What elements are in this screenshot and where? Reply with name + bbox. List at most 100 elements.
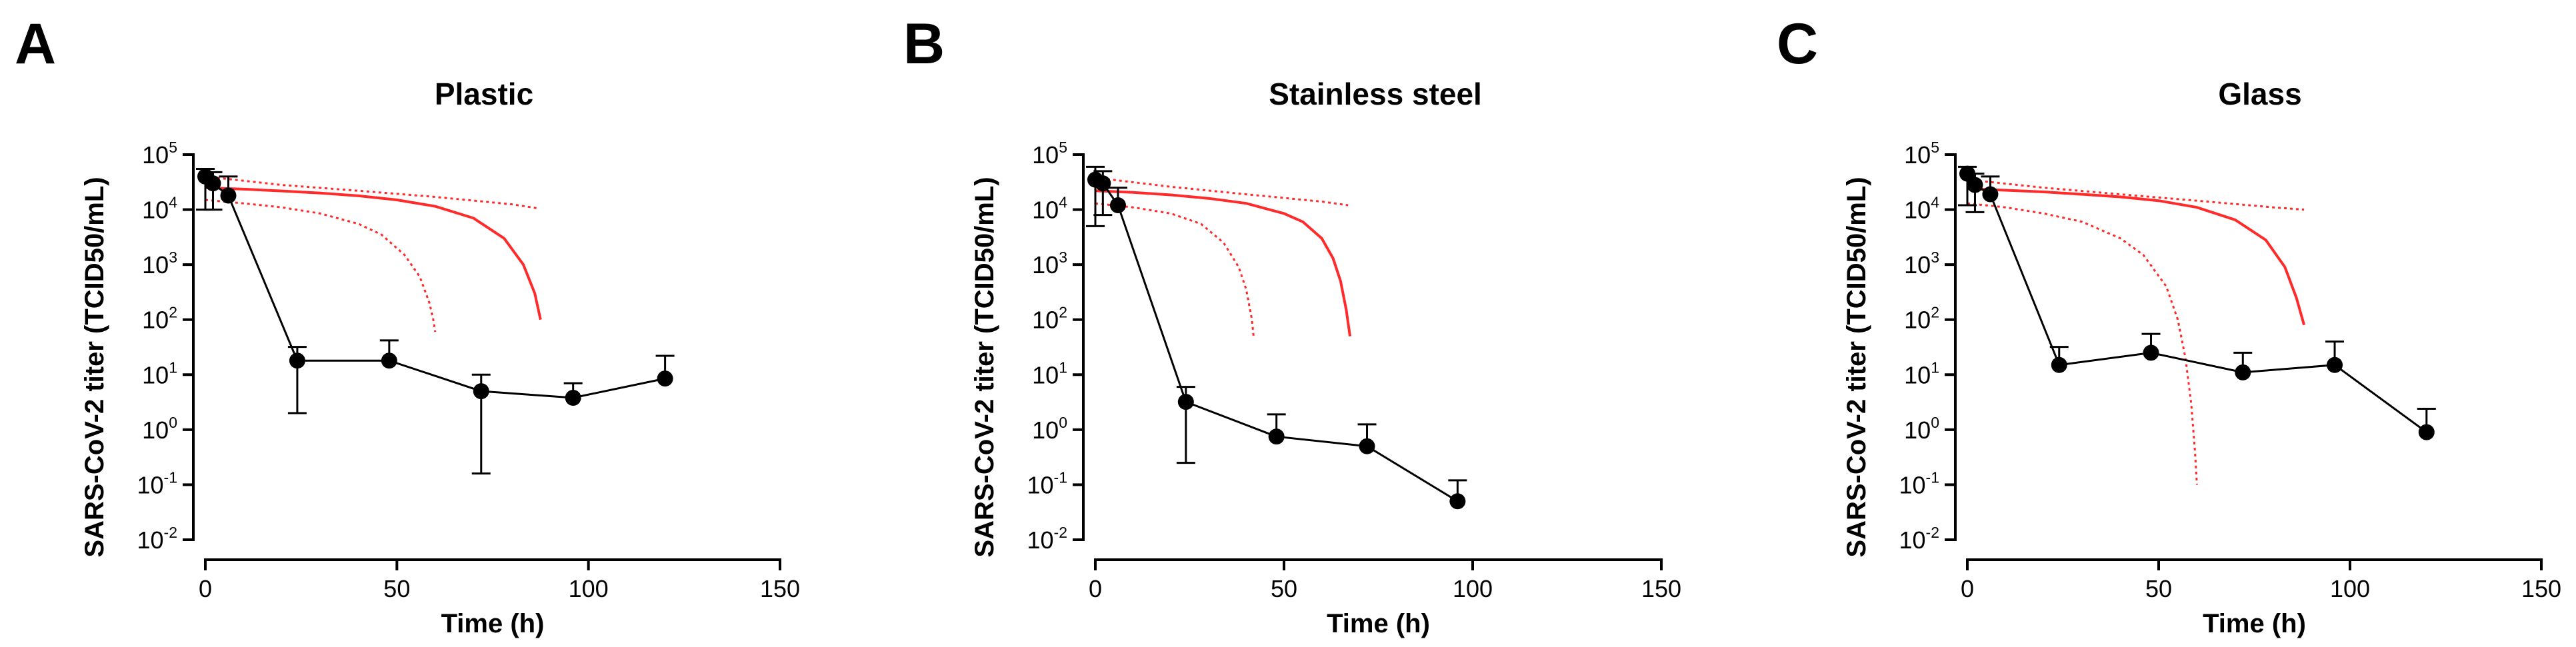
y-tick-exponent: 1 xyxy=(1059,358,1067,376)
y-tick-label: 105 xyxy=(142,139,177,169)
y-tick-label: 10-1 xyxy=(1027,468,1068,498)
y-tick-exponent: 4 xyxy=(1059,194,1067,211)
data-point xyxy=(473,383,489,400)
y-tick-base: 10 xyxy=(1904,307,1931,334)
y-tick-label: 10-2 xyxy=(137,524,178,554)
observed-series xyxy=(1958,165,2436,440)
data-point xyxy=(2235,364,2251,380)
data-point xyxy=(2418,424,2435,440)
y-tick-base: 10 xyxy=(137,526,164,554)
y-tick-exponent: 1 xyxy=(1931,358,1939,376)
panel-letter: C xyxy=(1777,12,1818,76)
x-tick-label: 0 xyxy=(1089,575,1102,602)
data-point xyxy=(2143,344,2159,361)
series-model-fit xyxy=(1967,187,2306,326)
y-tick-label: 103 xyxy=(142,249,177,279)
data-point xyxy=(1359,438,1375,454)
y-tick-base: 10 xyxy=(1899,526,1926,554)
y-tick-base: 10 xyxy=(1027,526,1054,554)
y-tick-exponent: 5 xyxy=(1931,139,1939,156)
y-tick-base: 10 xyxy=(1032,197,1059,224)
x-tick-label: 0 xyxy=(1961,575,1974,602)
y-tick-base: 10 xyxy=(1904,251,1931,279)
series-lower-bound xyxy=(1967,202,2198,485)
series-lower-bound xyxy=(1095,202,1255,339)
y-tick-label: 102 xyxy=(1032,304,1067,334)
data-point xyxy=(1109,197,1126,214)
y-tick-base: 10 xyxy=(1904,416,1931,444)
panel-letter: A xyxy=(15,12,56,76)
y-tick-exponent: 2 xyxy=(169,304,177,321)
x-axis-label: Time (h) xyxy=(2203,609,2306,638)
y-tick-base: 10 xyxy=(1032,416,1059,444)
y-tick-label: 101 xyxy=(1904,358,1939,388)
y-tick-exponent: 3 xyxy=(1931,249,1939,266)
x-tick-label: 100 xyxy=(569,575,609,602)
data-point xyxy=(289,352,305,369)
y-tick-label: 100 xyxy=(1904,414,1939,444)
y-tick-base: 10 xyxy=(142,251,169,279)
y-tick-base: 10 xyxy=(1032,361,1059,388)
series-upper-bound xyxy=(205,175,539,210)
y-tick-label: 105 xyxy=(1904,139,1939,169)
y-tick-label: 101 xyxy=(142,358,177,388)
data-point xyxy=(220,187,237,204)
y-tick-exponent: 0 xyxy=(1059,414,1067,431)
y-tick-label: 103 xyxy=(1904,249,1939,279)
x-tick-label: 150 xyxy=(1641,575,1681,602)
x-tick-label: 150 xyxy=(2521,575,2561,602)
series-model-fit xyxy=(1095,189,1351,336)
series-upper-bound xyxy=(1967,179,2305,211)
data-point xyxy=(2327,356,2343,373)
observed-line xyxy=(1095,179,1459,502)
y-tick-base: 10 xyxy=(142,141,169,169)
y-tick-label: 10-2 xyxy=(1899,524,1940,554)
y-tick-exponent: 5 xyxy=(169,139,177,156)
y-tick-base: 10 xyxy=(1032,251,1059,279)
series-model-fit xyxy=(205,186,542,321)
y-tick-base: 10 xyxy=(1027,471,1054,498)
y-tick-label: 104 xyxy=(1904,194,1939,224)
x-tick-label: 100 xyxy=(2330,575,2370,602)
data-point xyxy=(1967,177,1983,193)
y-tick-base: 10 xyxy=(137,471,164,498)
x-tick-label: 50 xyxy=(2145,575,2172,602)
y-tick-exponent: 4 xyxy=(169,194,177,211)
y-tick-base: 10 xyxy=(142,416,169,444)
data-point xyxy=(1177,394,1194,410)
observed-series xyxy=(196,167,675,475)
y-tick-label: 104 xyxy=(142,194,177,224)
y-axis-label: SARS-CoV-2 titer (TCID50/mL) xyxy=(80,177,109,557)
data-point xyxy=(1268,428,1285,445)
y-tick-label: 100 xyxy=(1032,414,1067,444)
x-tick-label: 100 xyxy=(1453,575,1493,602)
series-lower-bound xyxy=(205,199,437,332)
y-tick-label: 10-1 xyxy=(137,468,178,498)
y-tick-base: 10 xyxy=(1904,197,1931,224)
y-tick-exponent: -2 xyxy=(164,524,177,541)
x-tick-label: 50 xyxy=(383,575,410,602)
y-tick-label: 100 xyxy=(142,414,177,444)
y-tick-exponent: 5 xyxy=(1059,139,1067,156)
y-tick-exponent: 0 xyxy=(1931,414,1939,431)
series-upper-bound xyxy=(1095,177,1349,207)
y-tick-exponent: 3 xyxy=(1059,249,1067,266)
y-tick-label: 10-1 xyxy=(1899,468,1940,498)
y-tick-exponent: 3 xyxy=(169,249,177,266)
y-axis-label: SARS-CoV-2 titer (TCID50/mL) xyxy=(970,177,999,557)
x-axis-label: Time (h) xyxy=(441,609,545,638)
y-tick-label: 101 xyxy=(1032,358,1067,388)
y-tick-base: 10 xyxy=(1899,471,1926,498)
chart-title: Stainless steel xyxy=(1269,77,1482,111)
data-point xyxy=(1095,175,1111,192)
y-tick-base: 10 xyxy=(142,307,169,334)
observed-line xyxy=(204,175,665,399)
data-point xyxy=(1449,493,1466,510)
data-point xyxy=(565,389,581,406)
observed-series xyxy=(1086,165,1467,510)
y-tick-label: 105 xyxy=(1032,139,1067,169)
y-tick-label: 104 xyxy=(1032,194,1067,224)
